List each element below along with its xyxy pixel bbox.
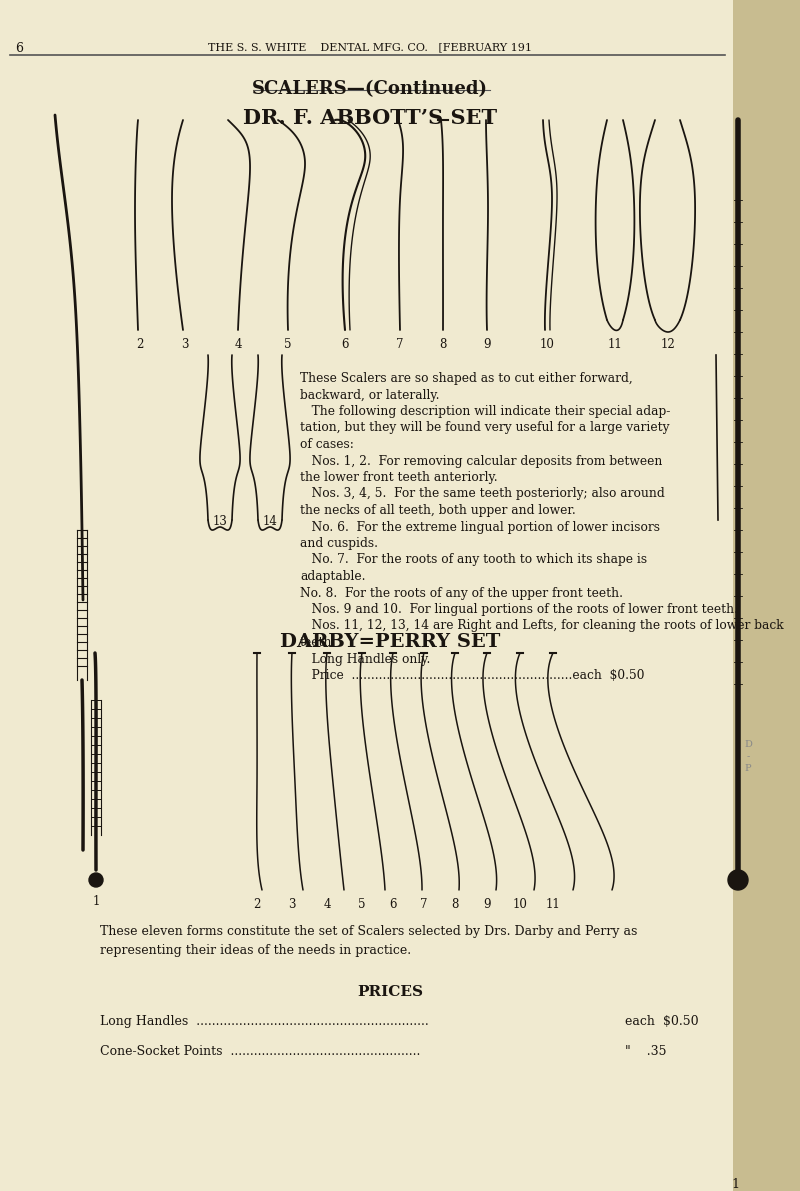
Text: representing their ideas of the needs in practice.: representing their ideas of the needs in… bbox=[100, 944, 411, 958]
Text: Nos. 3, 4, 5.  For the same teeth posteriorly; also around: Nos. 3, 4, 5. For the same teeth posteri… bbox=[300, 487, 665, 500]
Circle shape bbox=[728, 869, 748, 890]
Text: Long Handles only.: Long Handles only. bbox=[300, 653, 430, 666]
Text: 12: 12 bbox=[661, 338, 675, 351]
Text: 11: 11 bbox=[546, 898, 560, 911]
Text: 3: 3 bbox=[182, 338, 189, 351]
Text: 9: 9 bbox=[483, 338, 490, 351]
Text: P: P bbox=[745, 763, 751, 773]
Text: Nos. 9 and 10.  For lingual portions of the roots of lower front teeth.: Nos. 9 and 10. For lingual portions of t… bbox=[300, 603, 738, 616]
Text: backward, or laterally.: backward, or laterally. bbox=[300, 388, 439, 401]
Text: 8: 8 bbox=[451, 898, 458, 911]
Text: 5: 5 bbox=[358, 898, 366, 911]
Text: 13: 13 bbox=[213, 515, 227, 528]
Text: "    .35: " .35 bbox=[625, 1045, 666, 1058]
Bar bbox=[733, 0, 800, 1191]
Text: Nos. 11, 12, 13, 14 are Right and Lefts, for cleaning the roots of lower back: Nos. 11, 12, 13, 14 are Right and Lefts,… bbox=[300, 619, 784, 632]
Text: the lower front teeth anteriorly.: the lower front teeth anteriorly. bbox=[300, 470, 498, 484]
Text: 1: 1 bbox=[731, 1178, 739, 1191]
Text: Long Handles  ............................................................: Long Handles ...........................… bbox=[100, 1015, 429, 1028]
Text: 10: 10 bbox=[513, 898, 527, 911]
Text: 4: 4 bbox=[234, 338, 242, 351]
Text: each  $0.50: each $0.50 bbox=[625, 1015, 698, 1028]
Text: SCALERS—(Continued): SCALERS—(Continued) bbox=[252, 80, 488, 98]
Text: 9: 9 bbox=[483, 898, 490, 911]
Text: 2: 2 bbox=[254, 898, 261, 911]
Text: 3: 3 bbox=[288, 898, 296, 911]
Text: 6: 6 bbox=[342, 338, 349, 351]
Text: 2: 2 bbox=[136, 338, 144, 351]
Text: Cone-Socket Points  .................................................: Cone-Socket Points .....................… bbox=[100, 1045, 420, 1058]
Text: DR. F. ABBOTT’S SET: DR. F. ABBOTT’S SET bbox=[243, 108, 497, 127]
Text: No. 7.  For the roots of any tooth to which its shape is: No. 7. For the roots of any tooth to whi… bbox=[300, 554, 647, 567]
Text: Price  .........................................................each  $0.50: Price ..................................… bbox=[300, 669, 645, 682]
Text: No. 8.  For the roots of any of the upper front teeth.: No. 8. For the roots of any of the upper… bbox=[300, 586, 623, 599]
Text: 11: 11 bbox=[608, 338, 622, 351]
Circle shape bbox=[89, 873, 103, 887]
Text: 14: 14 bbox=[262, 515, 278, 528]
Text: 1: 1 bbox=[92, 894, 100, 908]
Text: No. 6.  For the extreme lingual portion of lower incisors: No. 6. For the extreme lingual portion o… bbox=[300, 520, 660, 534]
Text: teeth.: teeth. bbox=[300, 636, 336, 649]
Text: 8: 8 bbox=[439, 338, 446, 351]
Text: 4: 4 bbox=[323, 898, 330, 911]
Text: 6: 6 bbox=[390, 898, 397, 911]
Text: and cuspids.: and cuspids. bbox=[300, 537, 378, 550]
Text: 6: 6 bbox=[15, 42, 23, 55]
Text: 7: 7 bbox=[396, 338, 404, 351]
Text: tation, but they will be found very useful for a large variety: tation, but they will be found very usef… bbox=[300, 422, 670, 435]
Text: PRICES: PRICES bbox=[357, 985, 423, 999]
Text: 7: 7 bbox=[420, 898, 428, 911]
Text: D: D bbox=[744, 740, 752, 749]
Text: 10: 10 bbox=[539, 338, 554, 351]
Text: Nos. 1, 2.  For removing calcular deposits from between: Nos. 1, 2. For removing calcular deposit… bbox=[300, 455, 662, 468]
Text: adaptable.: adaptable. bbox=[300, 570, 366, 584]
Text: the necks of all teeth, both upper and lower.: the necks of all teeth, both upper and l… bbox=[300, 504, 576, 517]
Text: These Scalers are so shaped as to cut either forward,: These Scalers are so shaped as to cut ei… bbox=[300, 372, 633, 385]
Text: -: - bbox=[746, 752, 750, 761]
Text: The following description will indicate their special adap-: The following description will indicate … bbox=[300, 405, 670, 418]
Text: THE S. S. WHITE    DENTAL MFG. CO.   [FEBRUARY 191: THE S. S. WHITE DENTAL MFG. CO. [FEBRUAR… bbox=[208, 42, 532, 52]
Text: of cases:: of cases: bbox=[300, 438, 354, 451]
Text: DARBY=PERRY SET: DARBY=PERRY SET bbox=[280, 632, 500, 651]
Text: 5: 5 bbox=[284, 338, 292, 351]
Text: These eleven forms constitute the set of Scalers selected by Drs. Darby and Perr: These eleven forms constitute the set of… bbox=[100, 925, 638, 939]
